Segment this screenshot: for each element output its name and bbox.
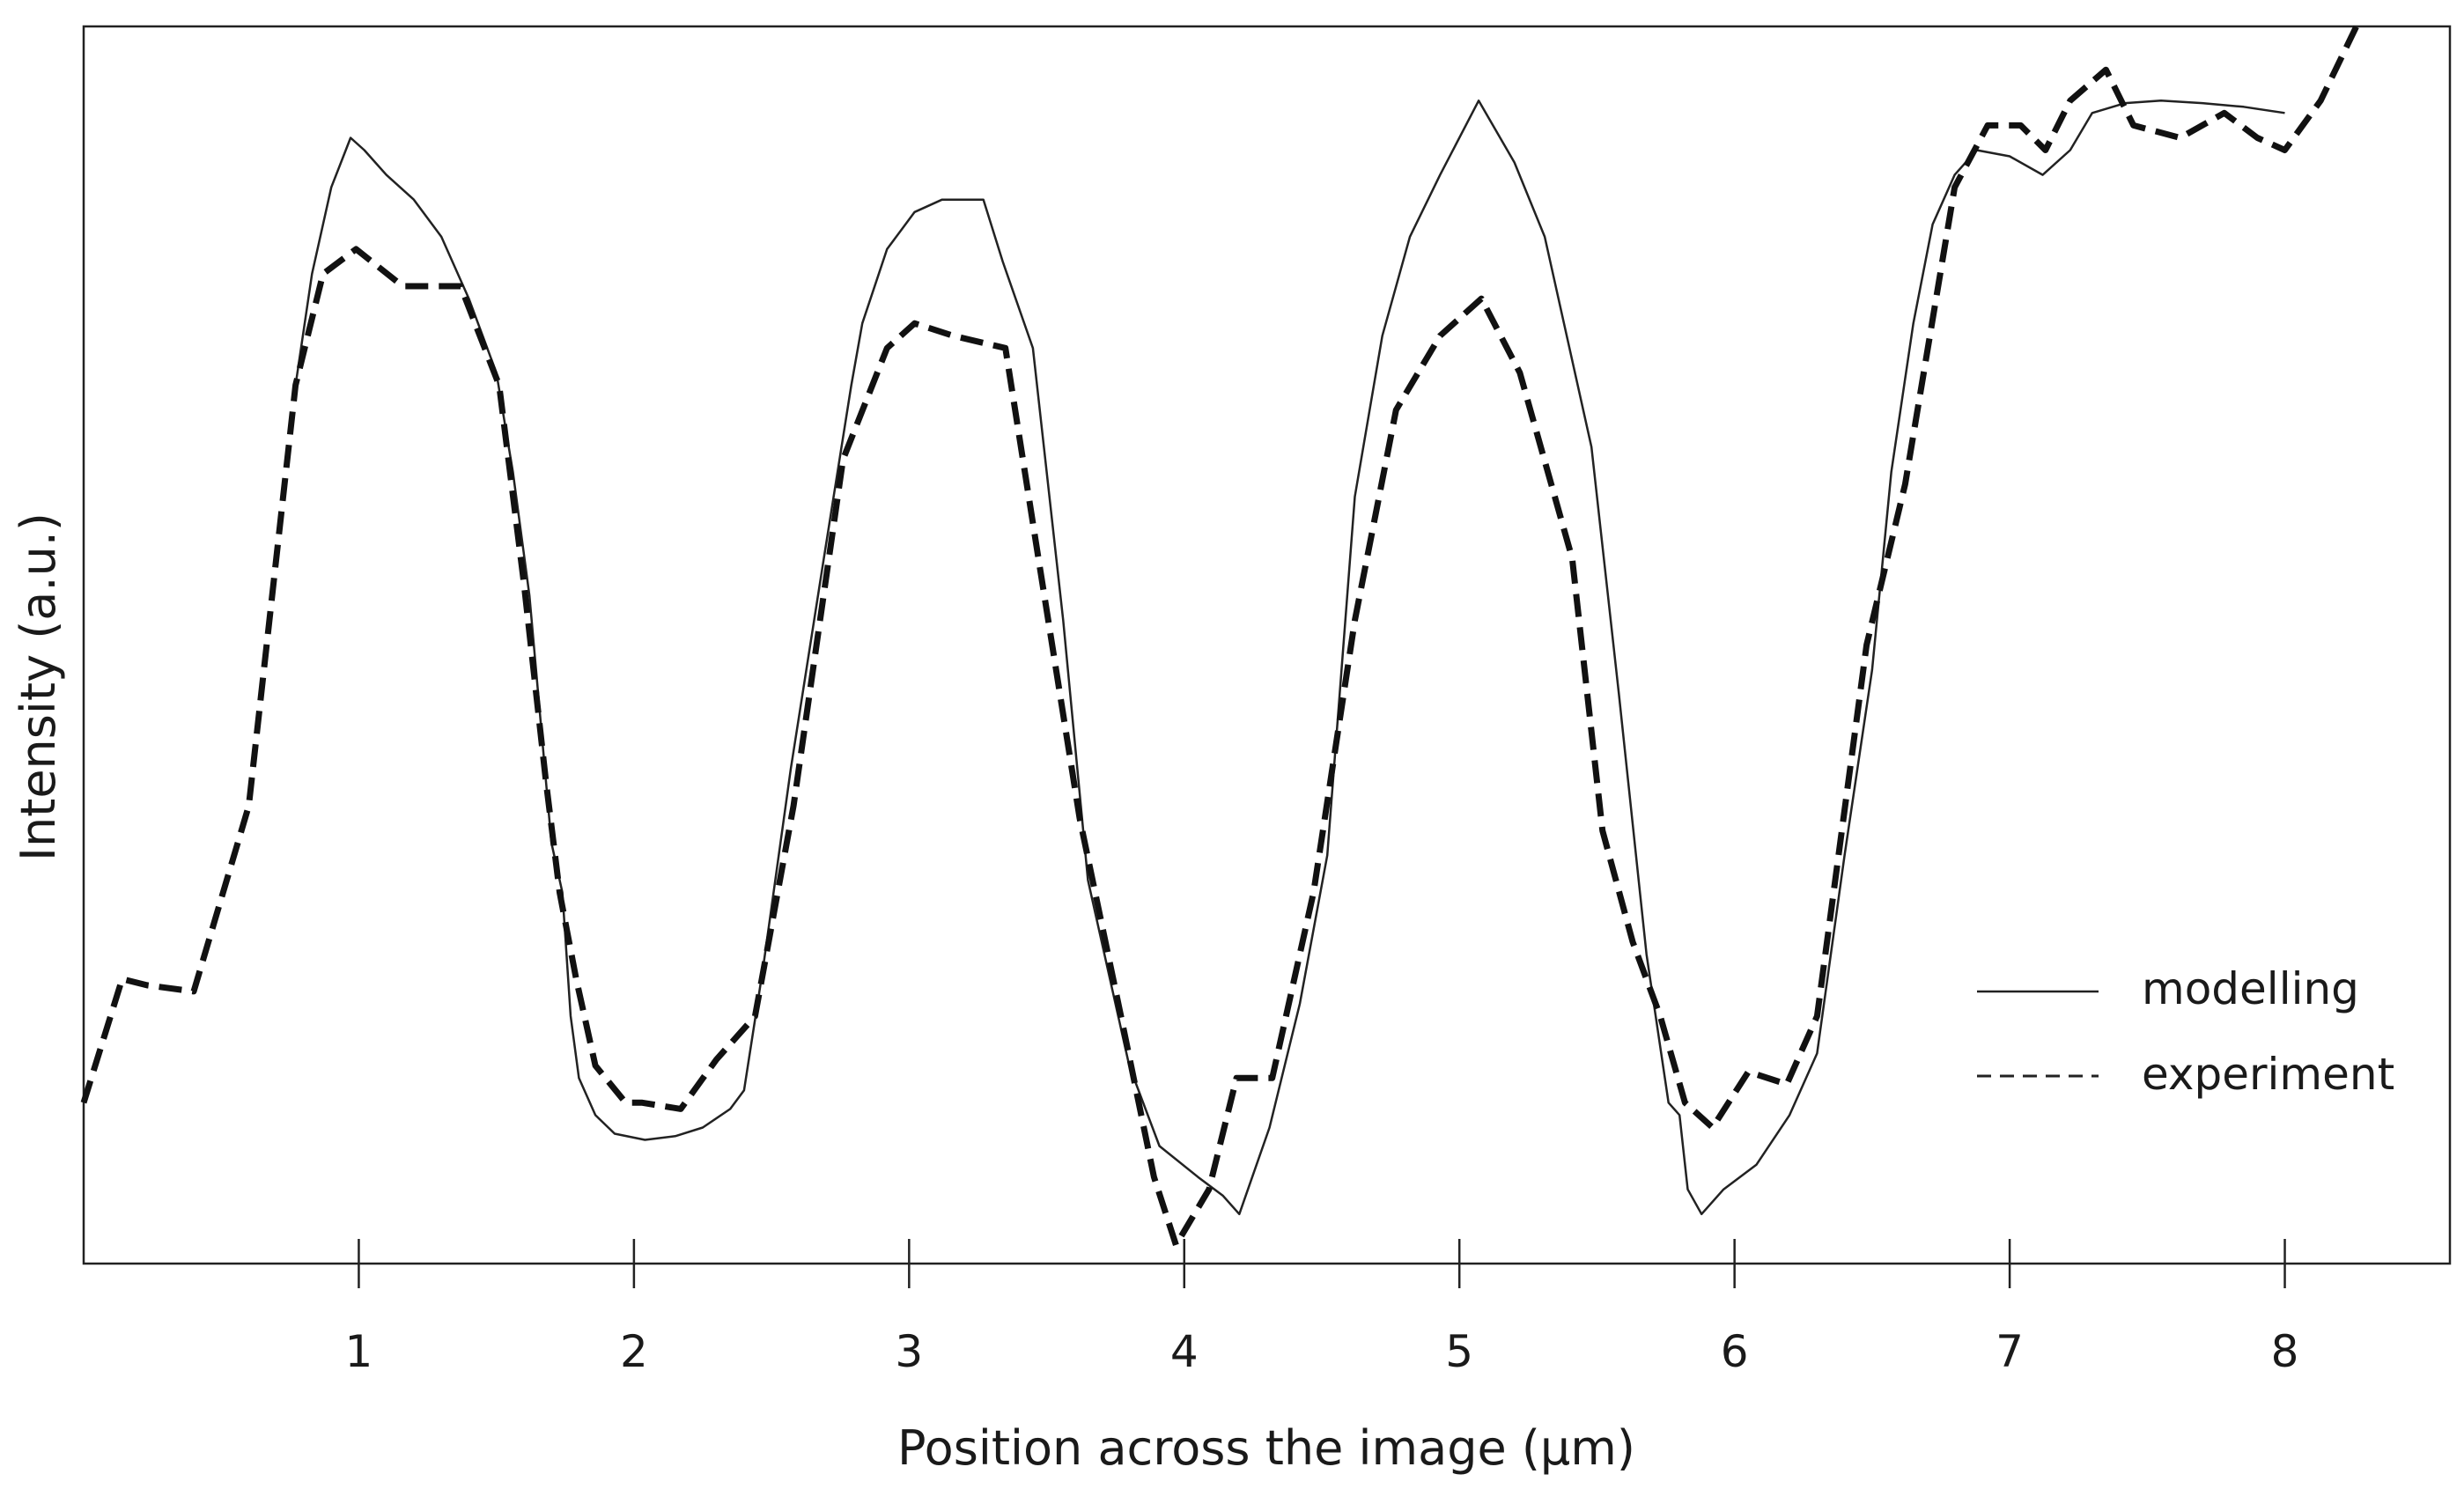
x-tick-label: 1 [345, 1326, 373, 1377]
x-axis-title: Position across the image (µm) [897, 1420, 1635, 1476]
series-layer [80, 25, 2359, 1249]
legend: modelling experiment [1977, 963, 2394, 1100]
x-tick-label: 3 [895, 1326, 923, 1377]
x-axis-ticks: 1 2 3 4 5 6 7 8 [345, 1239, 2299, 1377]
legend-label-experiment: experiment [2142, 1049, 2394, 1100]
y-axis-title: Intensity (a.u.) [11, 512, 66, 861]
series-line-experiment [80, 25, 2359, 1249]
series-line-modelling [294, 100, 2285, 1216]
plot-frame [82, 25, 2452, 1265]
x-tick-label: 2 [620, 1326, 648, 1377]
x-tick-label: 8 [2271, 1326, 2299, 1377]
x-tick-label: 7 [1996, 1326, 2024, 1377]
legend-label-modelling: modelling [2142, 963, 2359, 1014]
x-tick-label: 5 [1445, 1326, 1473, 1377]
x-tick-label: 4 [1170, 1326, 1199, 1377]
x-tick-label: 6 [1721, 1326, 1749, 1377]
